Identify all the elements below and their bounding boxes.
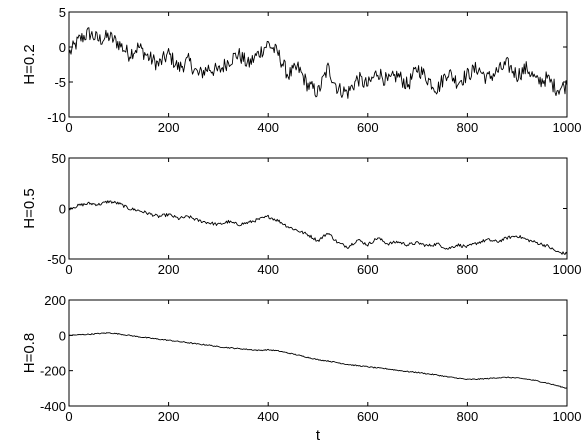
y-axis-label: H=0.8 <box>21 333 38 373</box>
x-tick-label: 600 <box>357 120 379 135</box>
x-tick-label: 0 <box>65 262 72 277</box>
x-axis-label: t <box>316 427 321 444</box>
y-tick-label: 0 <box>59 40 66 55</box>
x-tick-label: 400 <box>257 120 279 135</box>
x-tick-label: 600 <box>357 262 379 277</box>
x-tick-label: 400 <box>257 409 279 424</box>
x-tick-label: 1000 <box>553 409 582 424</box>
x-tick-label: 800 <box>457 120 479 135</box>
axes-frame <box>68 299 568 407</box>
y-tick-label: 0 <box>59 328 66 343</box>
x-tick-label: 1000 <box>553 262 582 277</box>
axes-frame <box>68 11 568 118</box>
y-axis-label: H=0.5 <box>21 188 38 228</box>
y-tick-label: -400 <box>40 399 66 414</box>
y-tick-label: -10 <box>47 110 66 125</box>
x-tick-label: 400 <box>257 262 279 277</box>
y-axis-label: H=0.2 <box>21 44 38 84</box>
subplot-3: 0 200 400 600 800 1000 200 0 -200 -400 H=0.8 t <box>21 293 581 444</box>
y-tick-label: -50 <box>47 252 66 267</box>
x-tick-label: 200 <box>158 409 180 424</box>
axes-frame <box>68 157 568 260</box>
y-tick-label: -200 <box>40 364 66 379</box>
x-tick-label: 0 <box>65 409 72 424</box>
y-tick-label: 0 <box>59 202 66 217</box>
y-tick-label: -5 <box>54 75 66 90</box>
x-tick-label: 1000 <box>553 120 582 135</box>
x-tick-label: 800 <box>457 262 479 277</box>
x-tick-label: 600 <box>357 409 379 424</box>
series-line <box>68 332 568 389</box>
x-tick-label: 0 <box>65 120 72 135</box>
x-tick-label: 800 <box>457 409 479 424</box>
subplot-1: 0 200 400 600 800 1000 5 0 -5 -10 H=0.2 <box>21 5 581 135</box>
x-tick-label: 200 <box>158 120 180 135</box>
x-tick-label: 200 <box>158 262 180 277</box>
y-tick-label: 50 <box>52 151 66 166</box>
series-line <box>68 27 568 99</box>
y-tick-label: 5 <box>59 5 66 20</box>
series-line <box>68 200 568 255</box>
y-tick-label: 200 <box>44 293 66 308</box>
